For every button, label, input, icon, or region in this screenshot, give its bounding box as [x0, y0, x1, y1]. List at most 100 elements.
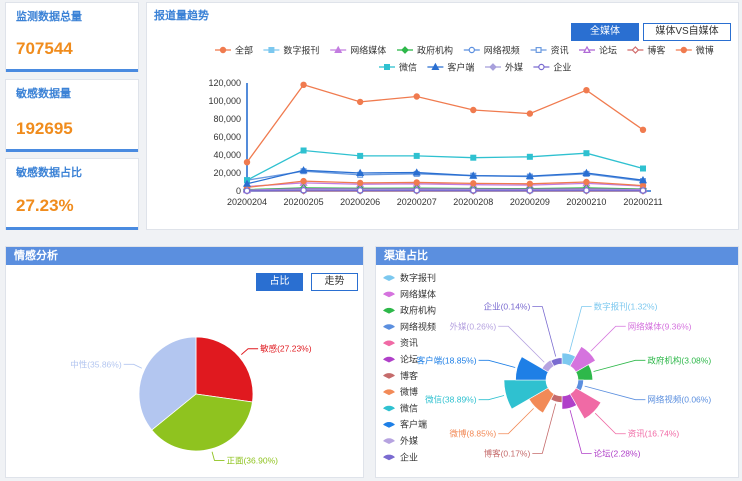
series-line — [246, 182, 644, 188]
series-全部 — [243, 81, 647, 166]
series-微博 — [243, 177, 647, 191]
data-point — [583, 178, 590, 186]
legend-marker — [468, 46, 475, 54]
rose-leader-line — [532, 306, 557, 357]
legend-item-外媒: 外媒 — [485, 62, 523, 73]
legend-label: 微博 — [696, 45, 714, 56]
data-point — [526, 153, 533, 160]
series-客户端 — [242, 166, 648, 187]
legend-item-论坛: 论坛 — [383, 354, 418, 365]
legend-item-政府机构: 政府机构 — [383, 305, 436, 316]
data-point — [357, 152, 364, 159]
legend-item-客户端: 客户端 — [383, 419, 427, 430]
rose-leader-line — [593, 359, 646, 372]
legend-item-数字报刊: 数字报刊 — [263, 45, 319, 56]
stat-underline — [6, 149, 138, 152]
y-tick-label: 100,000 — [208, 96, 241, 106]
rose-label: 博客(0.17%) — [484, 448, 531, 458]
data-point — [470, 180, 477, 187]
legend-label: 资讯 — [551, 46, 569, 56]
legend-label: 客户端 — [400, 419, 427, 430]
pie-label: 正面(36.90%) — [226, 455, 278, 465]
series-line — [246, 187, 644, 191]
series-line — [246, 170, 644, 182]
data-point — [356, 98, 364, 106]
legend-item-数字报刊: 数字报刊 — [383, 272, 436, 283]
y-tick-label: 80,000 — [213, 114, 241, 124]
legend-label: 微信 — [400, 402, 418, 413]
series-企业 — [243, 187, 647, 194]
legend-swatch — [383, 356, 395, 363]
y-tick-label: 60,000 — [213, 132, 241, 142]
pie-slice-正面 — [151, 393, 253, 452]
legend-swatch — [383, 421, 395, 428]
pie-leader-line — [211, 451, 225, 461]
data-point — [526, 180, 534, 187]
sentiment-pie-chart: 敏感(27.23%) 正面(36.90%) 中性(35.86%) — [70, 336, 312, 465]
legend-label: 网络媒体 — [400, 288, 436, 299]
legend-swatch — [383, 373, 395, 379]
data-point — [412, 168, 421, 176]
pie-slice-中性 — [138, 336, 197, 431]
legend-swatch — [383, 291, 395, 298]
series-line — [246, 169, 644, 185]
legend-item-外媒: 外媒 — [383, 435, 418, 446]
legend-label: 企业 — [400, 451, 418, 462]
rose-sector-网络媒体 — [569, 346, 596, 373]
sentiment-title: 情感分析 — [6, 247, 363, 265]
legend-label: 全部 — [235, 45, 253, 56]
channel-title: 渠道占比 — [376, 247, 738, 265]
rose-leader-line — [594, 412, 626, 435]
legend-item-资讯: 资讯 — [530, 46, 569, 56]
pie-leader-line — [241, 348, 259, 355]
rose-leader-line — [584, 385, 646, 401]
trend-button[interactable]: 走势 — [311, 273, 358, 291]
legend-swatch — [383, 389, 395, 396]
data-point — [300, 177, 307, 185]
data-point — [525, 171, 534, 180]
rose-leader-line — [569, 306, 592, 353]
stat-underline — [6, 227, 138, 230]
legend-label: 博客 — [400, 370, 418, 381]
trend-title: 报道量趋势 — [154, 10, 209, 22]
rose-leader-line — [569, 410, 592, 454]
legend-item-政府机构: 政府机构 — [397, 45, 453, 56]
legend-marker — [631, 46, 640, 54]
stat-underline — [6, 69, 138, 72]
legend-label: 论坛 — [400, 354, 418, 365]
x-tick-label: 20200210 — [566, 197, 606, 207]
data-point — [639, 126, 647, 134]
x-tick-label: 20200204 — [227, 197, 267, 207]
legend-marker — [535, 47, 542, 54]
data-point — [582, 168, 591, 176]
rose-leader-line — [590, 325, 626, 352]
media-vs-self-media-button[interactable]: 媒体VS自媒体 — [643, 23, 731, 41]
rose-label: 企业(0.14%) — [484, 302, 531, 312]
stat-label: 监测数据总量 — [16, 11, 82, 23]
y-tick-label: 0 — [236, 186, 241, 196]
data-point — [413, 152, 420, 159]
legend-item-全部: 全部 — [215, 45, 253, 56]
legend-label: 微信 — [399, 62, 417, 73]
legend-swatch — [383, 438, 395, 444]
ratio-button[interactable]: 占比 — [256, 273, 303, 291]
x-tick-label: 20200211 — [623, 197, 662, 207]
stat-label: 敏感数据占比 — [16, 167, 82, 179]
legend-label: 数字报刊 — [400, 272, 436, 283]
legend-marker — [219, 46, 227, 54]
rose-sector-外媒 — [541, 359, 555, 373]
legend-label: 微博 — [400, 386, 418, 397]
legend-item-资讯: 资讯 — [383, 338, 418, 348]
data-point — [300, 187, 307, 194]
legend-item-网络媒体: 网络媒体 — [383, 288, 436, 299]
x-tick-label: 20200208 — [453, 197, 493, 207]
y-tick-label: 40,000 — [213, 150, 241, 160]
legend-swatch — [383, 275, 395, 281]
pie-leader-line — [123, 363, 143, 369]
legend-item-博客: 博客 — [627, 45, 665, 56]
rose-label: 外媒(0.26%) — [449, 321, 496, 331]
data-point — [413, 93, 420, 100]
all-media-button[interactable]: 全媒体 — [571, 23, 639, 41]
x-tick-label: 20200206 — [340, 197, 380, 207]
